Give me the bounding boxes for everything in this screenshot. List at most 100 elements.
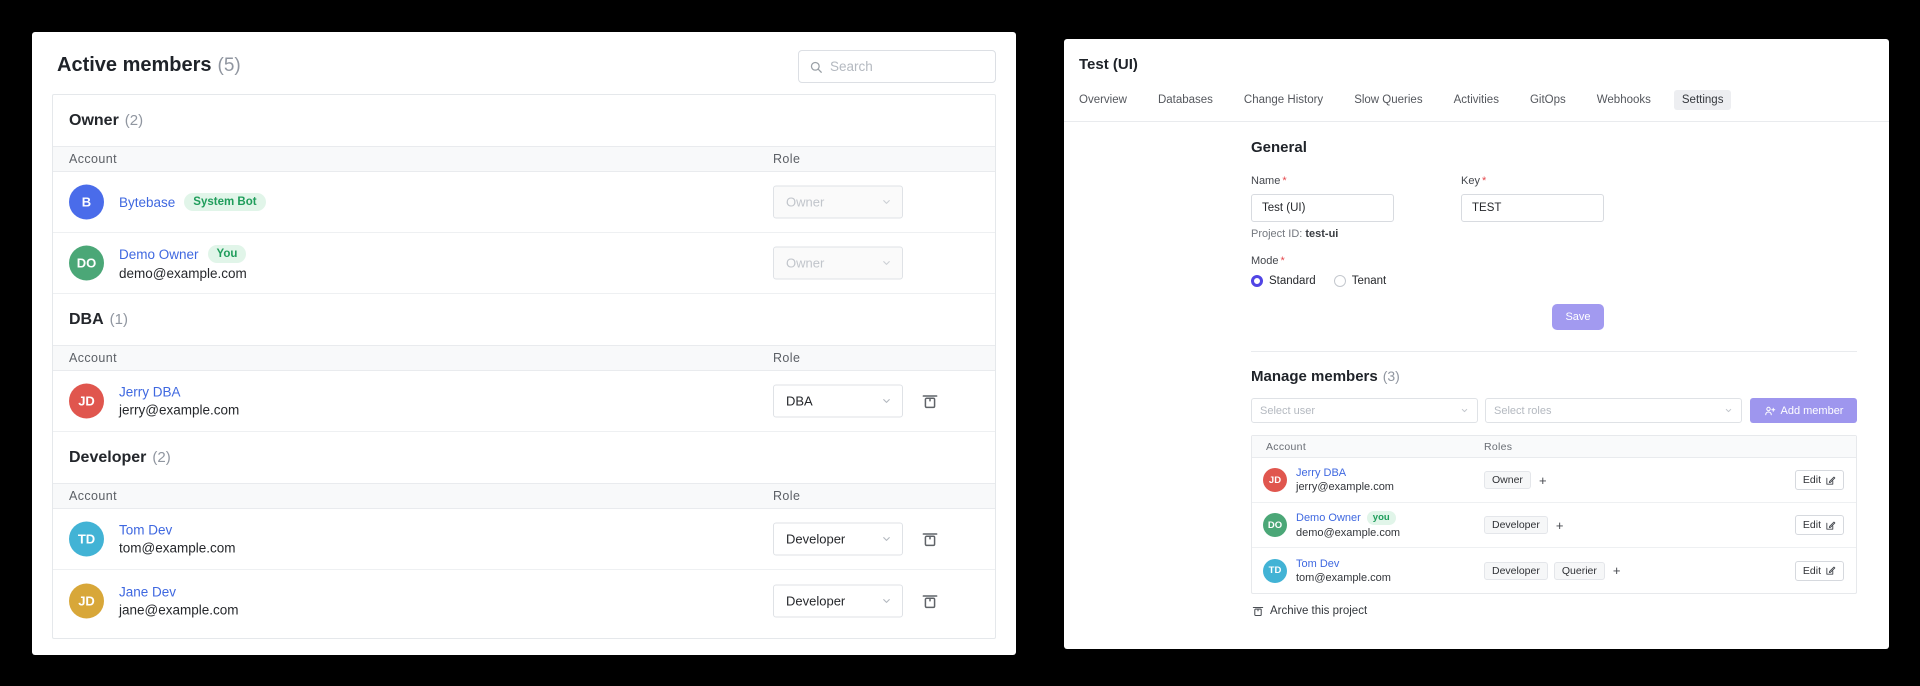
status-badge: you — [1366, 511, 1396, 525]
tab-settings[interactable]: Settings — [1673, 90, 1732, 110]
member-email: demo@example.com — [1296, 527, 1401, 539]
radio-selected-icon — [1251, 275, 1263, 287]
section-name: Developer — [69, 448, 147, 466]
page-title: Active members (5) — [57, 54, 241, 77]
radio-tenant[interactable]: Tenant — [1333, 275, 1386, 287]
mode-label-text: Mode — [1251, 255, 1279, 267]
member-info: Tom Dev tom@example.com — [1296, 558, 1391, 584]
role-select[interactable]: Developer — [773, 584, 903, 617]
name-field[interactable] — [1251, 194, 1394, 222]
manage-members-count: (3) — [1382, 368, 1400, 384]
archive-label: Archive this project — [1270, 605, 1368, 617]
section-count: (2) — [124, 112, 144, 129]
member-info: Bytebase System Bot — [119, 193, 266, 211]
project-title: Test (UI) — [1079, 56, 1138, 73]
edit-member-button[interactable]: Edit — [1794, 515, 1844, 535]
role-select-value: Owner — [786, 255, 825, 271]
section-header-dba: DBA (1) — [53, 294, 995, 345]
remove-member-button[interactable] — [917, 526, 943, 552]
tab-activities[interactable]: Activities — [1453, 94, 1499, 106]
select-user-placeholder: Select user — [1260, 404, 1316, 417]
members-count: (5) — [217, 55, 241, 76]
tab-change-history[interactable]: Change History — [1243, 94, 1324, 106]
save-button[interactable]: Save — [1552, 304, 1604, 330]
edit-label: Edit — [1802, 474, 1821, 486]
general-heading: General — [1251, 139, 1307, 156]
roles-column-header: Roles — [1484, 440, 1513, 453]
avatar: JD — [1263, 468, 1287, 492]
member-info: Jane Dev jane@example.com — [119, 584, 239, 617]
tab-overview[interactable]: Overview — [1079, 94, 1127, 106]
archive-project-link[interactable]: Archive this project — [1251, 604, 1367, 618]
avatar: DO — [69, 245, 104, 281]
table-header-row: Account Role — [53, 483, 995, 509]
member-name-link[interactable]: Bytebase — [119, 194, 176, 210]
section-count: (1) — [109, 311, 129, 328]
member-name-link[interactable]: Tom Dev — [119, 522, 173, 538]
chevron-down-icon — [1460, 406, 1469, 415]
role-select-value: Developer — [786, 593, 846, 608]
table-row: JD Jane Dev jane@example.com Developer — [53, 570, 995, 631]
status-badge: System Bot — [184, 193, 266, 211]
role-select[interactable]: DBA — [773, 384, 903, 418]
tab-slow-queries[interactable]: Slow Queries — [1354, 94, 1423, 106]
member-name-link[interactable]: Jane Dev — [119, 584, 177, 599]
avatar: B — [69, 184, 104, 220]
add-role-button[interactable]: + — [1555, 517, 1564, 533]
avatar: DO — [1263, 513, 1287, 537]
chevron-down-icon — [1724, 406, 1733, 415]
account-column-header: Account — [69, 351, 117, 365]
role-column-header: Role — [773, 152, 801, 166]
add-role-button[interactable]: + — [1612, 563, 1621, 578]
table-row: DO Demo Owner you demo@example.com Devel… — [1252, 503, 1856, 548]
members-table: Account Roles JD Jerry DBA jerry@example… — [1251, 435, 1857, 594]
key-field[interactable] — [1461, 194, 1604, 222]
required-asterisk: * — [1280, 255, 1285, 267]
tab-databases[interactable]: Databases — [1157, 94, 1213, 106]
radio-standard[interactable]: Standard — [1251, 275, 1316, 287]
member-name-link[interactable]: Demo Owner — [119, 246, 199, 262]
chevron-down-icon — [881, 595, 892, 606]
mode-label: Mode * — [1251, 255, 1285, 267]
manage-members-heading: Manage members (3) — [1251, 368, 1400, 385]
add-member-button[interactable]: Add member — [1750, 398, 1857, 423]
add-role-button[interactable]: + — [1538, 472, 1547, 488]
account-column-header: Account — [69, 489, 117, 503]
remove-member-button[interactable] — [917, 588, 943, 614]
role-chip: Owner — [1484, 471, 1531, 489]
section-divider — [1251, 351, 1857, 352]
add-member-controls: Select user Select roles Add member — [1251, 398, 1857, 423]
role-select[interactable]: Developer — [773, 522, 903, 556]
role-select-value: Developer — [786, 531, 846, 547]
role-select: Owner — [773, 246, 903, 280]
tab-gitops[interactable]: GitOps — [1529, 94, 1566, 106]
avatar: TD — [69, 521, 104, 557]
select-user-dropdown[interactable]: Select user — [1251, 398, 1478, 423]
tab-webhooks[interactable]: Webhooks — [1596, 94, 1651, 106]
member-info: Demo Owner You demo@example.com — [119, 245, 247, 281]
account-column-header: Account — [1266, 440, 1307, 453]
section-name: DBA — [69, 310, 104, 328]
table-header-row: Account Role — [53, 146, 995, 172]
remove-member-button[interactable] — [917, 388, 943, 414]
member-name-link[interactable]: Jerry DBA — [1296, 467, 1347, 479]
member-name-link[interactable]: Demo Owner — [1296, 512, 1361, 524]
project-settings-panel: Test (UI) Overview Databases Change Hist… — [1064, 39, 1889, 649]
tab-divider — [1064, 121, 1889, 122]
avatar: JD — [69, 383, 104, 419]
edit-member-button[interactable]: Edit — [1794, 560, 1844, 581]
member-name-link[interactable]: Tom Dev — [1296, 557, 1340, 570]
search-input[interactable]: Search — [798, 50, 996, 83]
required-asterisk: * — [1282, 175, 1287, 187]
add-member-label: Add member — [1780, 404, 1844, 417]
member-email: jerry@example.com — [1296, 481, 1394, 493]
tab-bar: Overview Databases Change History Slow Q… — [1071, 90, 1732, 110]
key-label: Key * — [1461, 175, 1486, 187]
section-header-developer: Developer (2) — [53, 432, 995, 483]
member-name-link[interactable]: Jerry DBA — [119, 384, 181, 400]
table-header-row: Account Role — [53, 345, 995, 371]
select-roles-dropdown[interactable]: Select roles — [1485, 398, 1742, 423]
member-email: tom@example.com — [1296, 571, 1391, 584]
edit-member-button[interactable]: Edit — [1794, 470, 1844, 490]
search-placeholder: Search — [830, 59, 873, 74]
